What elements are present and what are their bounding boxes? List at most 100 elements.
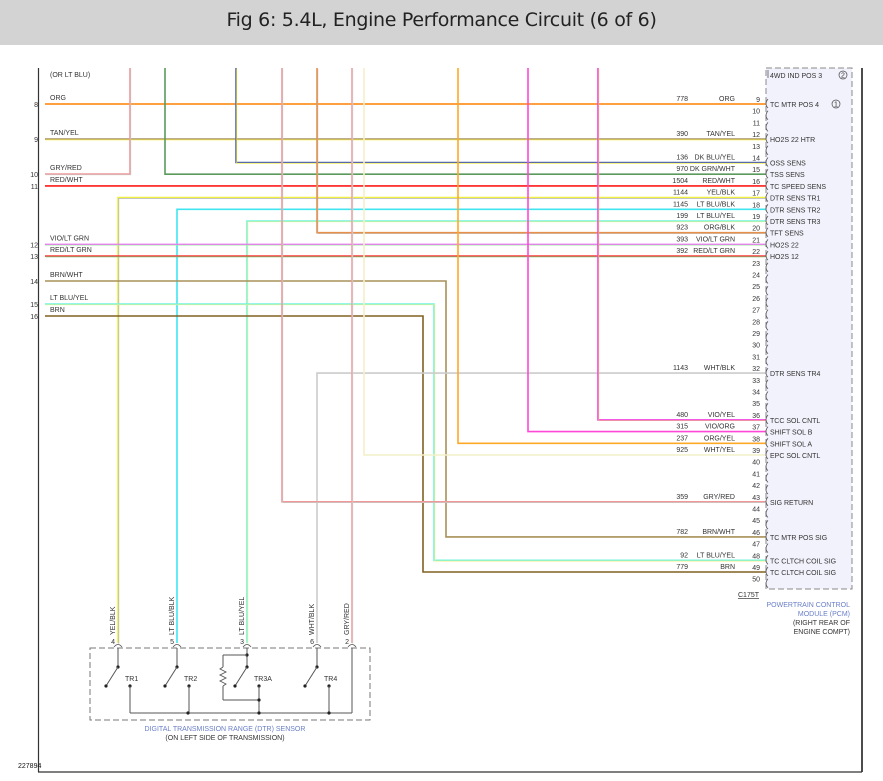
wire-color-label: TAN/YEL: [706, 131, 735, 138]
junction-dot: [104, 684, 108, 688]
sensor-wire-label: GRY/RED: [344, 603, 351, 635]
wire-color-label: VIO/ORG: [705, 424, 735, 431]
pcm-pin-terminal: [765, 555, 769, 565]
circuit-number: 782: [676, 529, 688, 536]
pcm-box: [765, 67, 853, 590]
pcm-pin-number: 42: [752, 483, 760, 490]
pcm-pin-label: TSS SENS: [770, 172, 805, 179]
pcm-pin-label: TC MTR POS 4: [770, 102, 819, 109]
circuit-number: 778: [676, 96, 688, 103]
pcm-pin-number: 39: [752, 448, 760, 455]
pcm-pin-number: 23: [752, 261, 760, 268]
pcm-pin-label: DTR SENS TR2: [770, 207, 821, 214]
wire-line: [235, 68, 766, 164]
pcm-pin-terminal: [765, 578, 769, 588]
wire-line: [117, 196, 766, 643]
pcm-name-line1: POWERTRAIN CONTROL: [767, 602, 851, 609]
left-pin-number: 16: [30, 314, 38, 321]
switch-label: TR3A: [254, 676, 272, 683]
pcm-pin-number: 43: [752, 495, 760, 502]
wire-vio-lt-grn: 393 VIO/LT GRN 12 VIO/LT GRN: [30, 235, 767, 249]
left-pin-number: 11: [31, 184, 38, 191]
resistor-icon: [218, 666, 228, 687]
pcm-pin-terminal: [765, 473, 769, 483]
pcm-pin-number: 31: [752, 354, 760, 361]
pcm-location-line2: ENGINE COMPT): [794, 629, 850, 636]
pcm-pin-number: 9: [756, 97, 760, 104]
pcm-pin-terminal: [765, 192, 769, 202]
left-pin-number: 14: [30, 279, 38, 286]
junction-dot: [233, 684, 237, 688]
pcm-pin-number: 22: [752, 249, 760, 256]
pcm-pin-number: 26: [752, 296, 760, 303]
circuit-number: 1143: [673, 365, 688, 372]
pcm-pin-number: 50: [752, 577, 760, 584]
wire-color-label: LT BLU/YEL: [697, 213, 735, 220]
pcm-pin-label: HO2S 22: [770, 242, 799, 249]
wire-stripe: [236, 68, 767, 164]
wire-color-label: RED/WHT: [702, 178, 735, 185]
pcm-pin-number: 49: [752, 565, 760, 572]
left-pin-number: 10: [30, 172, 38, 179]
pcm-pin-number: 47: [752, 542, 760, 549]
switch-label: TR4: [324, 676, 337, 683]
pcm-pin-terminal: [765, 391, 769, 401]
pcm-pin-number: 27: [752, 308, 760, 315]
pcm-pin-label: TC CLTCH COIL SIG: [770, 558, 836, 565]
circuit-number: 970: [676, 166, 688, 173]
sensor-pin-number: 6: [310, 639, 314, 646]
wire-gry-red: 2 GRY/RED: [344, 68, 357, 648]
pcm-pin-terminal: [765, 110, 769, 120]
pcm-pin-label: HO2S 12: [770, 254, 799, 261]
wire-line: [316, 372, 766, 643]
circuit-number: 925: [676, 447, 688, 454]
wire-color-label: LT BLU/BLK: [697, 201, 736, 208]
switch-arm: [164, 666, 178, 687]
wire-color-label: VIO/YEL: [708, 412, 735, 419]
left-wire-label: VIO/LT GRN: [50, 235, 89, 242]
pcm-pin-terminal: [765, 414, 769, 425]
left-wire-label: BRN: [50, 307, 65, 314]
pcm-pin-number: 33: [752, 378, 760, 385]
wire-line: [164, 68, 766, 175]
switch-arm: [105, 666, 119, 687]
figure-id: 227894: [18, 763, 41, 770]
pcm-pin-terminal: [765, 309, 769, 319]
pcm-pin-terminal: [765, 449, 769, 460]
circuit-number: 1504: [672, 178, 688, 185]
pcm-pin-terminal: [765, 145, 769, 156]
pcm-pin-label: SIG RETURN: [770, 500, 813, 507]
pcm-pin-terminal: [765, 402, 769, 413]
note-number: 2: [841, 73, 845, 80]
wire-red-lt-grn: 392 RED/LT GRN 13 RED/LT GRN: [30, 247, 767, 261]
wire-color-label: DK BLU/YEL: [695, 155, 736, 162]
sensor-terminal: [172, 644, 182, 648]
pcm-pin-number: 18: [752, 202, 760, 209]
sensor-terminal: [242, 644, 252, 648]
pcm-pin-label: DTR SENS TR1: [770, 196, 821, 203]
switch-label: TR1: [125, 676, 138, 683]
figure-header: Fig 6: 5.4L, Engine Performance Circuit …: [0, 0, 883, 45]
wire-line: [45, 303, 766, 562]
circuit-number: 359: [676, 494, 688, 501]
pcm-pin-number: 29: [752, 331, 760, 338]
wire-stripe: [282, 68, 767, 503]
pcm-pin-terminal: [765, 332, 769, 343]
pcm-pin-label: SHIFT SOL A: [770, 441, 812, 448]
pcm-pin-terminal: [765, 297, 769, 308]
pcm-pin-terminal: [765, 356, 769, 366]
pcm-pin-terminal: [765, 98, 769, 109]
circuit-number: 392: [676, 248, 688, 255]
wire-lt-blu-yel: 92 LT BLU/YEL 15 LT BLU/YEL: [30, 295, 767, 562]
pcm-pin-number: 30: [752, 343, 760, 350]
pcm-pin-number: 34: [752, 390, 760, 397]
wire-color-label: WHT/BLK: [704, 365, 735, 372]
wires: 778 ORG 8 ORG 390 TAN/YEL 9 TAN/YEL 10 GRY/RED 970…: [30, 68, 767, 648]
pcm-pin-number: 40: [752, 460, 760, 467]
wire-line: [45, 315, 766, 573]
pcm-pin-terminal: [765, 180, 769, 191]
wire-line: [281, 68, 766, 503]
wire-line: [246, 220, 766, 643]
pcm-pin-terminal: [765, 321, 769, 331]
wire-color-label: RED/LT GRN: [693, 248, 735, 255]
